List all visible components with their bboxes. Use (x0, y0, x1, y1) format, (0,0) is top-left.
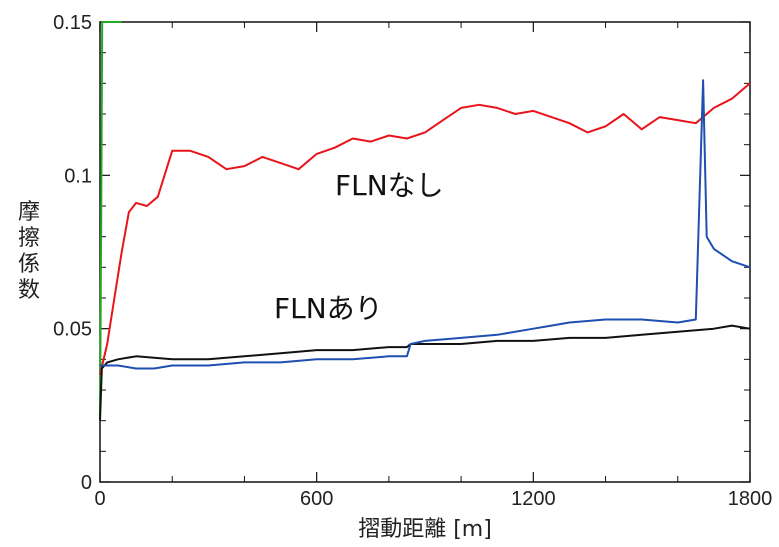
x-tick-label: 0 (94, 488, 105, 510)
y-tick-label: 0.05 (53, 319, 92, 341)
series-line-blue (100, 79, 751, 370)
annotation-fln-nashi: FLNなし (335, 169, 444, 202)
x-tick-label: 1200 (511, 488, 556, 510)
x-axis-label: 摺動距離 [m] (358, 517, 492, 542)
series-line-black (99, 324, 751, 421)
y-axis-label-char: 係 (18, 252, 40, 277)
x-tick-label: 600 (300, 488, 333, 510)
y-axis-label-char: 摩 (18, 200, 40, 225)
series-line-green (99, 21, 122, 421)
y-tick-label: 0.15 (53, 12, 92, 34)
y-axis-label-char: 数 (18, 278, 40, 303)
annotation-fln-ari: FLNあり (274, 292, 383, 325)
x-tick-label: 1800 (728, 488, 773, 510)
series-lines (99, 21, 751, 421)
series-line-red (99, 82, 751, 375)
y-axis-label-char: 擦 (18, 226, 40, 251)
axis-ticks: 0 600 1200 1800 0 0.05 0.1 0.15 (53, 12, 772, 510)
y-tick-label: 0 (81, 472, 92, 494)
y-tick-label: 0.1 (64, 165, 92, 187)
plot-frame (99, 21, 751, 483)
